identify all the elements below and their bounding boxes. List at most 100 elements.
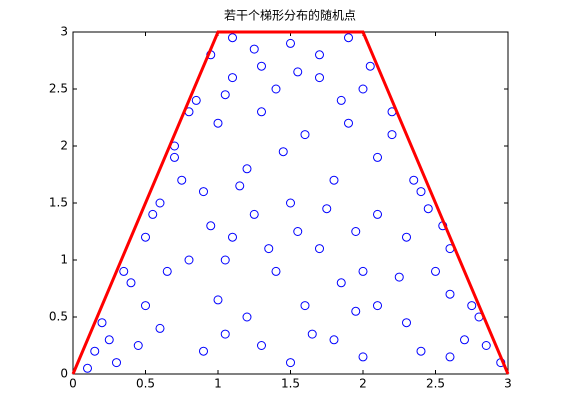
x-tick-label: 1.5 (281, 377, 300, 391)
point (358, 352, 368, 362)
point (286, 198, 295, 208)
point (162, 266, 172, 276)
point (293, 67, 303, 77)
y-tick-label: 1.5 (49, 196, 68, 210)
point (373, 301, 382, 311)
point (112, 358, 121, 368)
point (293, 227, 303, 236)
point (286, 38, 295, 48)
point (97, 318, 107, 328)
point (213, 295, 223, 305)
x-tick-label: 2 (359, 377, 367, 391)
point (271, 84, 281, 94)
outline (71, 30, 510, 375)
point (235, 181, 245, 191)
point (300, 301, 310, 311)
point (394, 272, 404, 282)
point (315, 73, 324, 83)
point (286, 358, 295, 368)
y-tick-label: 1 (60, 253, 68, 267)
point (228, 33, 237, 43)
point (278, 147, 288, 157)
point (365, 61, 375, 71)
point (155, 198, 165, 208)
point (264, 244, 274, 254)
point (315, 50, 324, 60)
point (242, 164, 252, 174)
point (373, 209, 382, 219)
chart-title: 若干个梯形分布的随机点 (224, 8, 356, 23)
point (329, 175, 339, 185)
point (431, 266, 440, 276)
x-tick-label: 0 (69, 377, 77, 391)
point (184, 255, 194, 265)
point (148, 209, 158, 219)
point (191, 95, 201, 105)
point (170, 152, 179, 162)
x-tick-label: 3 (504, 377, 512, 391)
point (322, 204, 332, 214)
point (409, 175, 419, 185)
y-tick-label: 0 (60, 367, 68, 381)
point (315, 244, 324, 254)
x-tick-label: 1 (214, 377, 222, 391)
point (213, 118, 223, 128)
point (249, 44, 259, 54)
point (358, 84, 368, 94)
point (445, 352, 455, 362)
point (307, 329, 317, 339)
point (249, 209, 259, 219)
x-tick-label: 0.5 (136, 377, 155, 391)
y-tick-label: 2 (60, 139, 68, 153)
y-tick-label: 0.5 (49, 310, 68, 324)
point (90, 346, 100, 356)
point (141, 232, 150, 242)
point (402, 318, 411, 328)
point (177, 175, 187, 185)
point (351, 227, 361, 236)
point (220, 329, 230, 339)
point (467, 301, 477, 311)
plot-area (72, 31, 509, 375)
point (402, 232, 411, 242)
point (119, 266, 129, 276)
point (242, 312, 252, 322)
point (257, 341, 266, 350)
point (206, 221, 216, 231)
point (155, 323, 165, 333)
point (387, 130, 397, 140)
point (445, 289, 455, 299)
point (228, 73, 237, 83)
point (329, 335, 339, 345)
point (336, 278, 346, 288)
point (351, 306, 361, 316)
point (416, 187, 426, 197)
point (358, 266, 368, 276)
y-tick-label: 2.5 (49, 82, 68, 96)
point (336, 95, 346, 105)
point (344, 118, 353, 128)
point (373, 152, 382, 162)
point (104, 335, 114, 345)
point (481, 341, 491, 350)
point (271, 266, 281, 276)
point (423, 204, 433, 214)
point (344, 33, 353, 43)
point (300, 130, 310, 140)
x-tick-label: 2.5 (426, 377, 445, 391)
point (228, 232, 237, 242)
point (199, 346, 208, 356)
point (133, 341, 143, 350)
point (257, 61, 266, 71)
point (141, 301, 150, 311)
point (83, 363, 92, 373)
y-tick-label: 3 (60, 25, 68, 39)
point (416, 346, 426, 356)
point (220, 90, 230, 100)
point (199, 187, 208, 197)
point (220, 255, 230, 265)
point (126, 278, 136, 288)
point (460, 335, 469, 345)
point (257, 107, 266, 117)
